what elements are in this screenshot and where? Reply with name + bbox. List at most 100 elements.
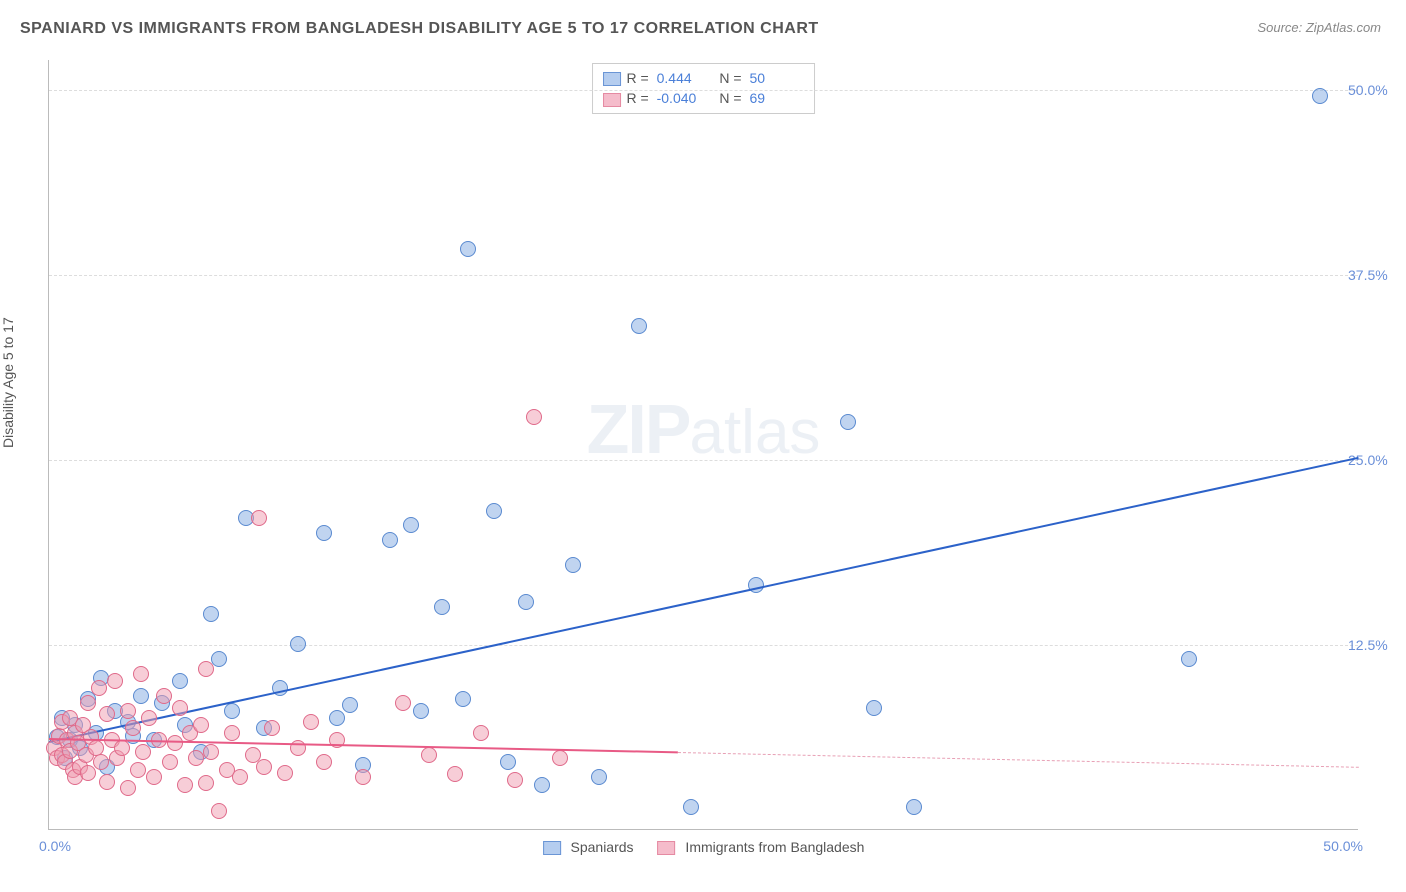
data-point [526, 409, 542, 425]
stat-r-label: R = [627, 70, 649, 86]
legend-item: Immigrants from Bangladesh [658, 839, 865, 855]
data-point [382, 532, 398, 548]
data-point [290, 636, 306, 652]
data-point [342, 697, 358, 713]
data-point [403, 517, 419, 533]
data-point [93, 754, 109, 770]
data-point [473, 725, 489, 741]
data-point [251, 510, 267, 526]
data-point [355, 769, 371, 785]
legend-item: Spaniards [543, 839, 634, 855]
gridline [49, 275, 1358, 276]
data-point [146, 769, 162, 785]
legend-swatch [603, 72, 621, 86]
data-point [211, 803, 227, 819]
data-point [125, 720, 141, 736]
data-point [421, 747, 437, 763]
data-point [264, 720, 280, 736]
gridline [49, 460, 1358, 461]
stat-n-value: 50 [749, 70, 804, 86]
data-point [88, 740, 104, 756]
data-point [290, 740, 306, 756]
data-point [277, 765, 293, 781]
x-tick-max: 50.0% [1323, 838, 1363, 854]
gridline [49, 90, 1358, 91]
y-tick-label: 37.5% [1348, 267, 1406, 283]
stat-n-value: 69 [749, 90, 804, 106]
stat-legend-row: R = 0.444 N = 50 [603, 68, 805, 88]
data-point [133, 666, 149, 682]
data-point [203, 744, 219, 760]
stat-r-value: -0.040 [657, 90, 712, 106]
data-point [316, 754, 332, 770]
data-point [866, 700, 882, 716]
data-point [591, 769, 607, 785]
data-point [120, 703, 136, 719]
data-point [193, 717, 209, 733]
data-point [80, 695, 96, 711]
data-point [80, 765, 96, 781]
data-point [303, 714, 319, 730]
data-point [683, 799, 699, 815]
data-point [507, 772, 523, 788]
data-point [120, 780, 136, 796]
data-point [172, 673, 188, 689]
trend-line [49, 457, 1359, 743]
data-point [565, 557, 581, 573]
y-tick-label: 12.5% [1348, 637, 1406, 653]
data-point [198, 661, 214, 677]
data-point [133, 688, 149, 704]
data-point [172, 700, 188, 716]
data-point [99, 706, 115, 722]
x-tick-min: 0.0% [39, 838, 71, 854]
data-point [114, 740, 130, 756]
data-point [840, 414, 856, 430]
watermark: ZIPatlas [587, 389, 821, 469]
data-point [107, 673, 123, 689]
data-point [1312, 88, 1328, 104]
stat-n-label: N = [719, 90, 741, 106]
chart-title: SPANIARD VS IMMIGRANTS FROM BANGLADESH D… [20, 20, 819, 38]
y-tick-label: 50.0% [1348, 82, 1406, 98]
y-axis-label: Disability Age 5 to 17 [0, 317, 16, 448]
stat-legend-row: R = -0.040 N = 69 [603, 88, 805, 108]
legend-swatch [603, 93, 621, 107]
data-point [395, 695, 411, 711]
data-point [162, 754, 178, 770]
data-point [552, 750, 568, 766]
data-point [167, 735, 183, 751]
data-point [631, 318, 647, 334]
data-point [518, 594, 534, 610]
trend-line [678, 752, 1359, 768]
data-point [224, 725, 240, 741]
gridline [49, 645, 1358, 646]
data-point [203, 606, 219, 622]
stat-r-value: 0.444 [657, 70, 712, 86]
series-legend: Spaniards Immigrants from Bangladesh [531, 839, 877, 855]
y-tick-label: 25.0% [1348, 452, 1406, 468]
legend-swatch [658, 841, 676, 855]
data-point [135, 744, 151, 760]
data-point [256, 759, 272, 775]
data-point [316, 525, 332, 541]
data-point [177, 777, 193, 793]
data-point [91, 680, 107, 696]
data-point [460, 241, 476, 257]
legend-swatch [543, 841, 561, 855]
data-point [232, 769, 248, 785]
chart-plot-area: ZIPatlas R = 0.444 N = 50R = -0.040 N = … [48, 60, 1358, 830]
stat-n-label: N = [719, 70, 741, 86]
data-point [211, 651, 227, 667]
data-point [534, 777, 550, 793]
data-point [99, 774, 115, 790]
data-point [455, 691, 471, 707]
stats-legend: R = 0.444 N = 50R = -0.040 N = 69 [592, 63, 816, 114]
data-point [1181, 651, 1197, 667]
data-point [906, 799, 922, 815]
source-label: Source: ZipAtlas.com [1257, 20, 1381, 35]
stat-r-label: R = [627, 90, 649, 106]
data-point [198, 775, 214, 791]
data-point [486, 503, 502, 519]
data-point [447, 766, 463, 782]
data-point [329, 710, 345, 726]
